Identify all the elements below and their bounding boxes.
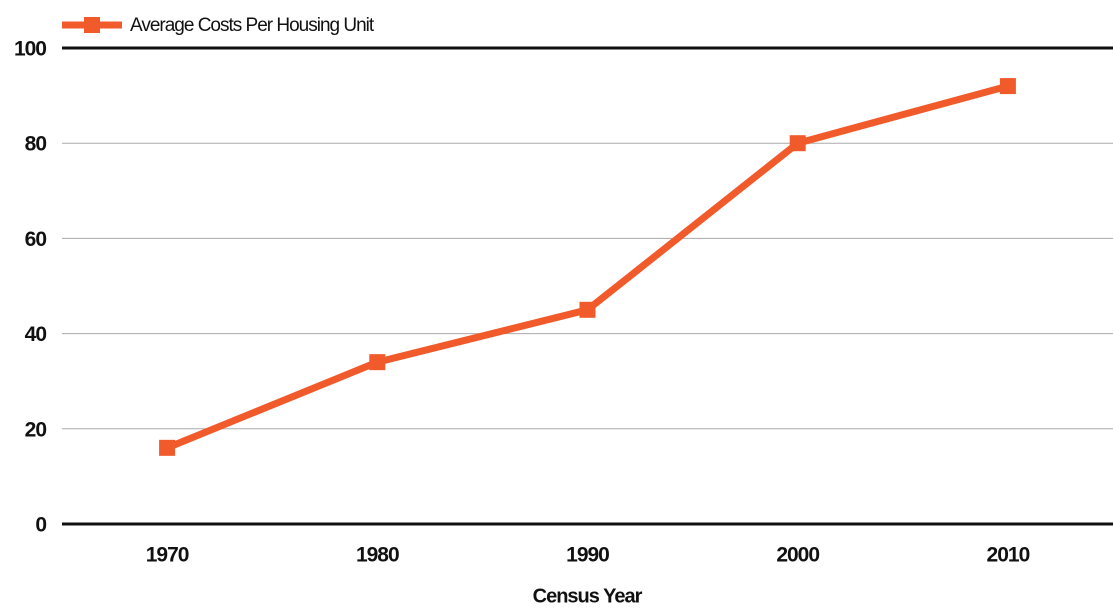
y-tick-label: 80 [25, 133, 47, 156]
point-marker [159, 439, 176, 456]
x-tick-label: 1970 [146, 544, 189, 567]
y-tick-label: 0 [35, 514, 46, 537]
x-tick-label: 2010 [987, 544, 1030, 567]
x-tick-label: 1980 [356, 544, 399, 567]
y-tick-label: 100 [14, 38, 46, 61]
x-tick-label: 1990 [566, 544, 609, 567]
point-marker [999, 78, 1016, 95]
y-tick-label: 20 [25, 418, 47, 441]
x-axis-label: Census Year [533, 585, 643, 607]
series-line [165, 82, 1009, 452]
point-marker [369, 354, 386, 371]
y-tick-label: 60 [25, 228, 47, 251]
x-tick-label: 2000 [776, 544, 819, 567]
point-marker [789, 135, 806, 152]
point-marker [579, 301, 596, 318]
y-tick-label: 40 [25, 323, 47, 346]
legend-marker [84, 17, 100, 33]
legend-label: Average Costs Per Housing Unit [130, 15, 375, 36]
